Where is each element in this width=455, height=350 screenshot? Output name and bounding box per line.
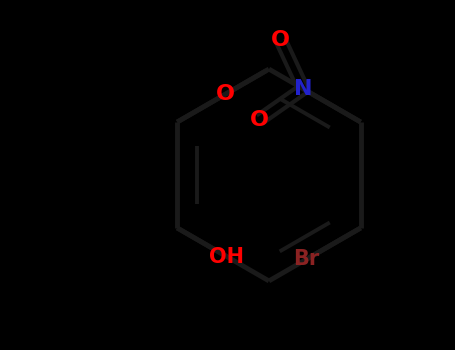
Text: O: O xyxy=(250,110,269,130)
Text: Br: Br xyxy=(293,249,319,269)
Text: O: O xyxy=(216,84,235,104)
Text: N: N xyxy=(294,79,313,99)
Text: O: O xyxy=(271,30,290,50)
Text: OH: OH xyxy=(209,246,244,266)
